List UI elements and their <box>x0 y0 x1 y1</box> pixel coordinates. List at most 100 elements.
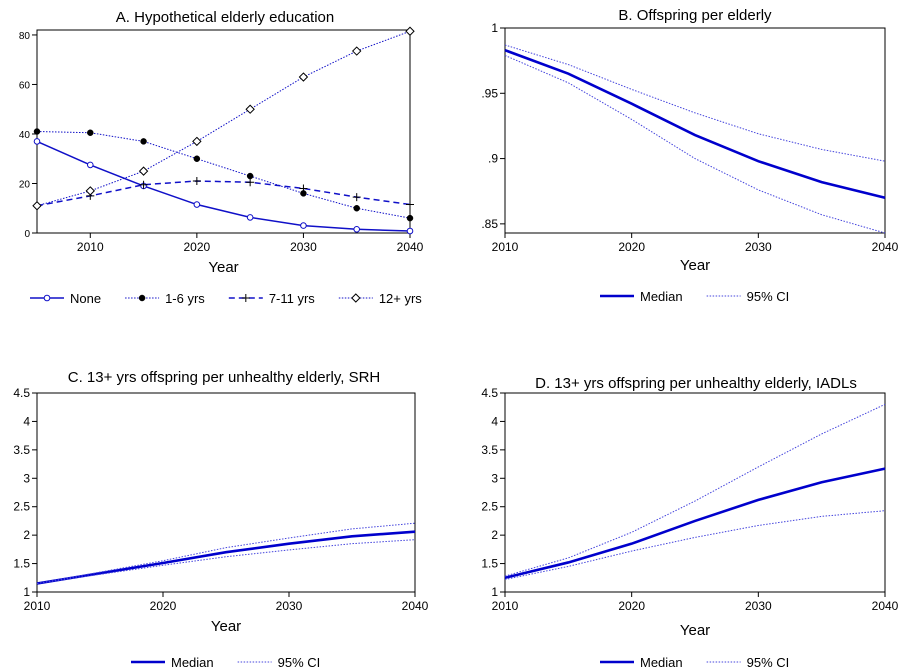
data-point <box>192 177 201 186</box>
data-point <box>245 104 255 114</box>
legend-label: 95% CI <box>278 655 321 670</box>
data-point <box>85 186 95 196</box>
x-axis-title: Year <box>211 618 241 635</box>
x-tick-label: 2040 <box>872 599 899 613</box>
data-point <box>33 138 41 145</box>
legend: Median 95% CI <box>600 655 789 670</box>
plot-frame <box>36 392 416 593</box>
x-axis-title: Year <box>680 257 710 274</box>
series-line-2 <box>36 131 411 219</box>
y-tick-label: 1.5 <box>481 557 498 571</box>
x-axis-title: Year <box>680 622 710 639</box>
data-point <box>246 172 254 180</box>
series-line-3 <box>504 54 886 234</box>
y-tick-label: 40 <box>19 130 31 141</box>
data-point <box>298 72 309 82</box>
series-line-4 <box>36 30 411 207</box>
data-point <box>406 214 414 222</box>
data-point <box>32 201 42 211</box>
legend-label: Median <box>640 655 683 670</box>
legend-label: 7-11 yrs <box>269 291 315 306</box>
data-point <box>406 227 414 235</box>
data-point <box>193 201 201 208</box>
legend: Median 95% CI <box>131 655 320 670</box>
legend-marker <box>241 294 250 302</box>
x-tick-label: 2030 <box>276 599 303 613</box>
chart-title: D. 13+ yrs offspring per unhealthy elder… <box>535 375 857 392</box>
x-axis-title: Year <box>208 259 238 276</box>
y-tick-label: 2.5 <box>13 500 30 514</box>
x-tick-label: 2030 <box>290 240 317 254</box>
data-point <box>300 222 307 229</box>
x-tick-label: 2040 <box>872 240 899 254</box>
series-line-1 <box>36 530 416 585</box>
y-tick-label: 0 <box>24 229 30 240</box>
data-point <box>246 178 255 187</box>
x-tick-label: 2010 <box>24 599 51 613</box>
plot-frame <box>504 27 886 234</box>
series-line-3 <box>36 539 416 584</box>
data-point <box>246 214 254 221</box>
data-point <box>352 46 362 56</box>
data-point <box>353 225 361 233</box>
series-line-1 <box>36 140 411 232</box>
data-point <box>86 161 94 169</box>
legend: None 1-6 yrs 7-11 yrs 12+ yrs <box>30 291 422 306</box>
x-tick-label: 2020 <box>618 240 645 254</box>
y-tick-label: 1 <box>491 585 498 599</box>
x-tick-label: 2020 <box>618 599 645 613</box>
data-point <box>87 129 94 136</box>
chart-title: C. 13+ yrs offspring per unhealthy elder… <box>68 369 381 386</box>
x-tick-label: 2010 <box>492 599 519 613</box>
legend-marker <box>138 294 146 302</box>
y-tick-label: 3 <box>23 471 30 485</box>
y-tick-label: 3 <box>491 471 498 485</box>
legend-label: 1-6 yrs <box>165 291 205 306</box>
chart-panel-3: C. 13+ yrs offspring per unhealthy elder… <box>13 369 428 670</box>
y-tick-label: 3.5 <box>481 443 498 457</box>
series-line-1 <box>504 467 886 580</box>
x-tick-label: 2010 <box>492 240 519 254</box>
x-tick-label: 2030 <box>745 599 772 613</box>
data-point <box>192 136 202 147</box>
x-tick-label: 2020 <box>150 599 177 613</box>
legend-marker <box>351 293 361 303</box>
legend: Median 95% CI <box>600 289 789 304</box>
y-tick-label: 60 <box>19 80 31 91</box>
x-tick-label: 2040 <box>402 599 429 613</box>
chart-panel-4: D. 13+ yrs offspring per unhealthy elder… <box>481 375 898 670</box>
y-tick-label: 4 <box>491 414 498 428</box>
legend-label: 95% CI <box>747 289 790 304</box>
series-line-1 <box>504 48 886 200</box>
y-tick-label: 20 <box>19 179 31 190</box>
y-tick-label: 4.5 <box>13 386 30 400</box>
x-tick-label: 2030 <box>745 240 772 254</box>
chart-panel-2: B. Offspring per elderly 2010 2020 2030 2040… <box>481 7 898 304</box>
data-point <box>405 26 415 36</box>
data-point <box>140 138 147 145</box>
y-tick-label: 2 <box>491 528 498 542</box>
y-tick-label: 1 <box>23 585 30 599</box>
x-tick-label: 2020 <box>184 240 211 254</box>
series-line-2 <box>504 403 886 577</box>
data-point <box>193 155 201 162</box>
y-tick-label: 1.5 <box>13 557 30 571</box>
y-tick-label: 1 <box>491 21 498 35</box>
y-tick-label: 2 <box>23 528 30 542</box>
series-line-2 <box>504 44 886 162</box>
data-point <box>138 166 149 176</box>
data-point <box>33 128 41 135</box>
y-tick-label: 80 <box>19 31 31 42</box>
series-line-3 <box>36 180 411 207</box>
chart-title: A. Hypothetical elderly education <box>116 9 334 26</box>
legend-label: None <box>70 291 101 306</box>
data-point <box>352 193 361 202</box>
y-tick-label: .9 <box>488 152 498 166</box>
data-point <box>139 180 148 189</box>
legend-marker <box>43 294 51 302</box>
y-tick-label: 4 <box>23 414 30 428</box>
data-point <box>299 184 308 193</box>
data-point <box>406 200 414 209</box>
